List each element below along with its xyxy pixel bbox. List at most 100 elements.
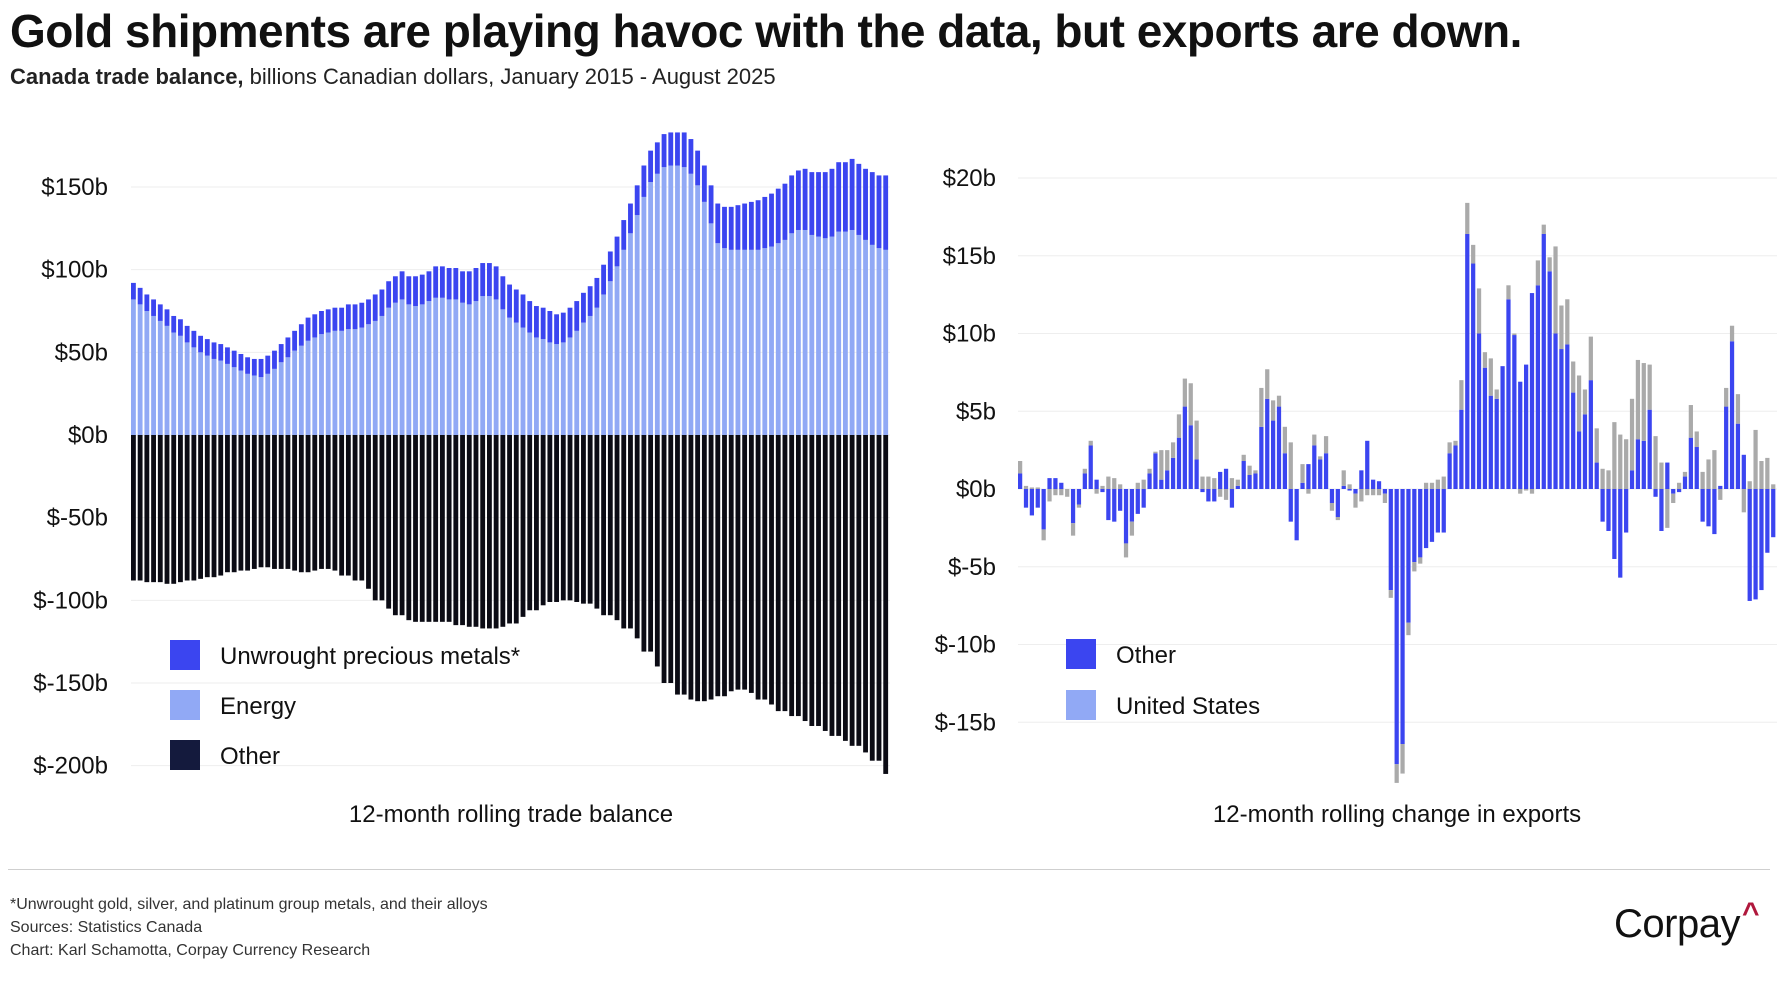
bar-precious-metals <box>278 344 284 363</box>
bar-other-exports <box>1441 489 1446 533</box>
bar-united-states <box>1159 450 1164 480</box>
bar-precious-metals <box>587 286 593 316</box>
bar-other-exports <box>1453 445 1458 489</box>
bar-other-exports <box>1323 453 1329 489</box>
bar-united-states <box>1382 493 1388 503</box>
bar-united-states <box>1594 428 1599 463</box>
bar-united-states <box>1688 405 1693 438</box>
bar-precious-metals <box>769 193 774 247</box>
bar-other <box>728 435 734 692</box>
bar-other <box>507 435 512 624</box>
bar-precious-metals <box>352 304 358 330</box>
bar-energy <box>581 322 586 435</box>
bar-other <box>386 435 392 609</box>
bar-precious-metals <box>231 350 237 368</box>
bar-other-exports <box>1223 468 1229 489</box>
bar-other-exports <box>1253 473 1258 489</box>
bar-other-exports <box>1712 489 1717 535</box>
bar-energy <box>513 322 519 435</box>
bar-united-states <box>1712 450 1717 489</box>
bar-other <box>372 435 378 601</box>
bar-other-exports <box>1035 489 1040 508</box>
bar-united-states <box>1406 622 1411 636</box>
bar-other-exports <box>1265 398 1270 489</box>
bar-united-states <box>1447 442 1452 454</box>
bar-other <box>748 435 754 693</box>
bar-energy <box>782 239 788 435</box>
bar-other <box>251 435 257 569</box>
bar-precious-metals <box>258 358 264 378</box>
bar-united-states <box>1494 389 1499 399</box>
bar-other-exports <box>1606 489 1611 531</box>
bar-energy <box>131 299 136 435</box>
bar-other <box>231 435 237 573</box>
bar-other-exports <box>1529 293 1535 489</box>
bar-precious-metals <box>500 276 506 310</box>
bar-other <box>332 435 338 571</box>
bar-united-states <box>1206 476 1211 489</box>
bar-precious-metals <box>433 266 439 298</box>
bar-other <box>809 435 815 726</box>
bar-other-exports <box>1076 489 1082 505</box>
bar-precious-metals <box>305 317 311 341</box>
bar-other <box>178 435 183 583</box>
bar-precious-metals <box>869 172 875 245</box>
bar-energy <box>742 249 748 435</box>
bar-other-exports <box>1653 489 1658 497</box>
bar-energy <box>332 330 338 435</box>
bar-united-states <box>1465 202 1470 234</box>
bar-energy <box>466 304 472 435</box>
legend-swatch-other <box>170 740 200 770</box>
bar-united-states <box>1365 489 1370 496</box>
bar-united-states <box>1106 476 1111 489</box>
bar-other <box>822 435 828 731</box>
chart-title: Gold shipments are playing havoc with th… <box>10 5 1522 57</box>
bar-united-states <box>1076 504 1082 508</box>
bar-united-states <box>1647 364 1652 410</box>
bar-precious-metals <box>164 309 170 326</box>
bar-energy <box>869 244 875 435</box>
bar-other <box>131 435 136 581</box>
bar-energy <box>251 375 257 435</box>
bar-other-exports <box>1053 478 1058 489</box>
bar-other-exports <box>1353 489 1358 494</box>
bar-energy <box>137 304 143 435</box>
bar-precious-metals <box>325 309 331 333</box>
bar-precious-metals <box>399 271 405 300</box>
bar-precious-metals <box>460 271 465 303</box>
bar-precious-metals <box>178 319 183 336</box>
bar-energy <box>540 339 546 435</box>
bar-other <box>413 435 418 622</box>
bar-precious-metals <box>742 203 748 250</box>
bar-precious-metals <box>204 339 210 356</box>
bar-united-states <box>1200 476 1205 489</box>
bar-united-states <box>1553 246 1558 334</box>
bar-energy <box>527 332 533 435</box>
bar-energy <box>789 233 795 435</box>
bar-energy <box>628 233 633 435</box>
bar-precious-metals <box>171 315 177 333</box>
bar-united-states <box>1141 479 1146 489</box>
legend-label-united-states: United States <box>1116 693 1260 720</box>
left-y-tick-label: $-50b <box>47 505 108 532</box>
footer-divider <box>8 869 1770 870</box>
bar-other <box>668 435 674 683</box>
bar-other-exports <box>1200 489 1205 493</box>
footnote: *Unwrought gold, silver, and platinum gr… <box>10 896 488 913</box>
bar-precious-metals <box>695 150 701 186</box>
bar-energy <box>272 368 277 435</box>
bar-other <box>392 435 398 616</box>
bar-energy <box>433 297 439 435</box>
bar-other <box>164 435 170 584</box>
bar-energy <box>668 165 674 436</box>
bar-other-exports <box>1094 479 1099 489</box>
bar-precious-metals <box>836 162 842 232</box>
bar-united-states <box>1482 352 1488 368</box>
bar-other <box>406 435 412 621</box>
bar-united-states <box>1582 389 1588 415</box>
bar-other <box>144 435 150 583</box>
bar-precious-metals <box>446 268 452 300</box>
bar-other <box>540 435 546 606</box>
bar-energy <box>305 340 311 435</box>
bar-other-exports <box>1665 462 1670 489</box>
